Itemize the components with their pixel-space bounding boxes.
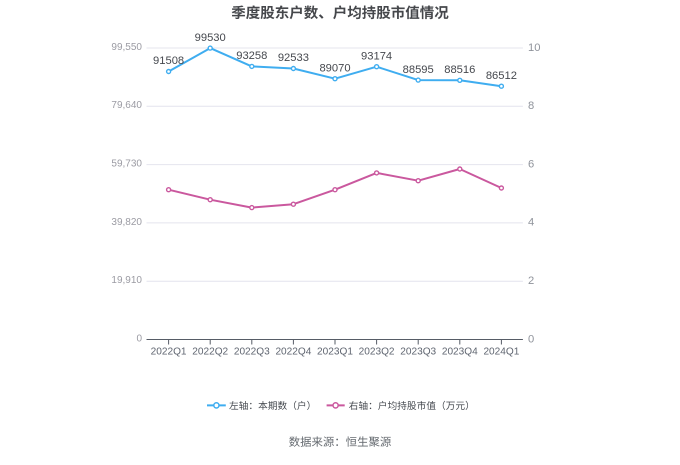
svg-text:19,910: 19,910 [111, 275, 142, 286]
svg-text:99530: 99530 [195, 32, 226, 44]
svg-text:2023Q3: 2023Q3 [400, 346, 436, 357]
svg-text:2022Q3: 2022Q3 [234, 346, 270, 357]
svg-text:2022Q1: 2022Q1 [151, 346, 187, 357]
svg-text:2022Q4: 2022Q4 [275, 346, 311, 357]
svg-text:2023Q1: 2023Q1 [317, 346, 353, 357]
svg-text:8: 8 [528, 100, 534, 112]
svg-text:88516: 88516 [444, 64, 475, 76]
svg-text:2022Q2: 2022Q2 [192, 346, 228, 357]
svg-text:86512: 86512 [486, 70, 517, 82]
svg-text:99,550: 99,550 [111, 42, 142, 53]
svg-text:0: 0 [136, 333, 142, 344]
svg-text:2023Q2: 2023Q2 [359, 346, 395, 357]
svg-text:93174: 93174 [361, 50, 392, 62]
svg-text:0: 0 [528, 333, 534, 345]
svg-text:4: 4 [528, 217, 534, 229]
svg-text:92533: 92533 [278, 52, 309, 64]
svg-text:2024Q1: 2024Q1 [483, 346, 519, 357]
svg-text:39,820: 39,820 [111, 217, 142, 228]
svg-text:88595: 88595 [403, 64, 434, 76]
svg-text:89070: 89070 [319, 62, 350, 74]
svg-text:91508: 91508 [153, 55, 184, 67]
svg-text:6: 6 [528, 158, 534, 170]
svg-text:2: 2 [528, 275, 534, 287]
svg-text:59,730: 59,730 [111, 159, 142, 170]
svg-text:10: 10 [528, 42, 540, 54]
svg-text:2023Q4: 2023Q4 [442, 346, 478, 357]
svg-text:93258: 93258 [236, 50, 267, 62]
svg-text:79,640: 79,640 [111, 100, 142, 111]
